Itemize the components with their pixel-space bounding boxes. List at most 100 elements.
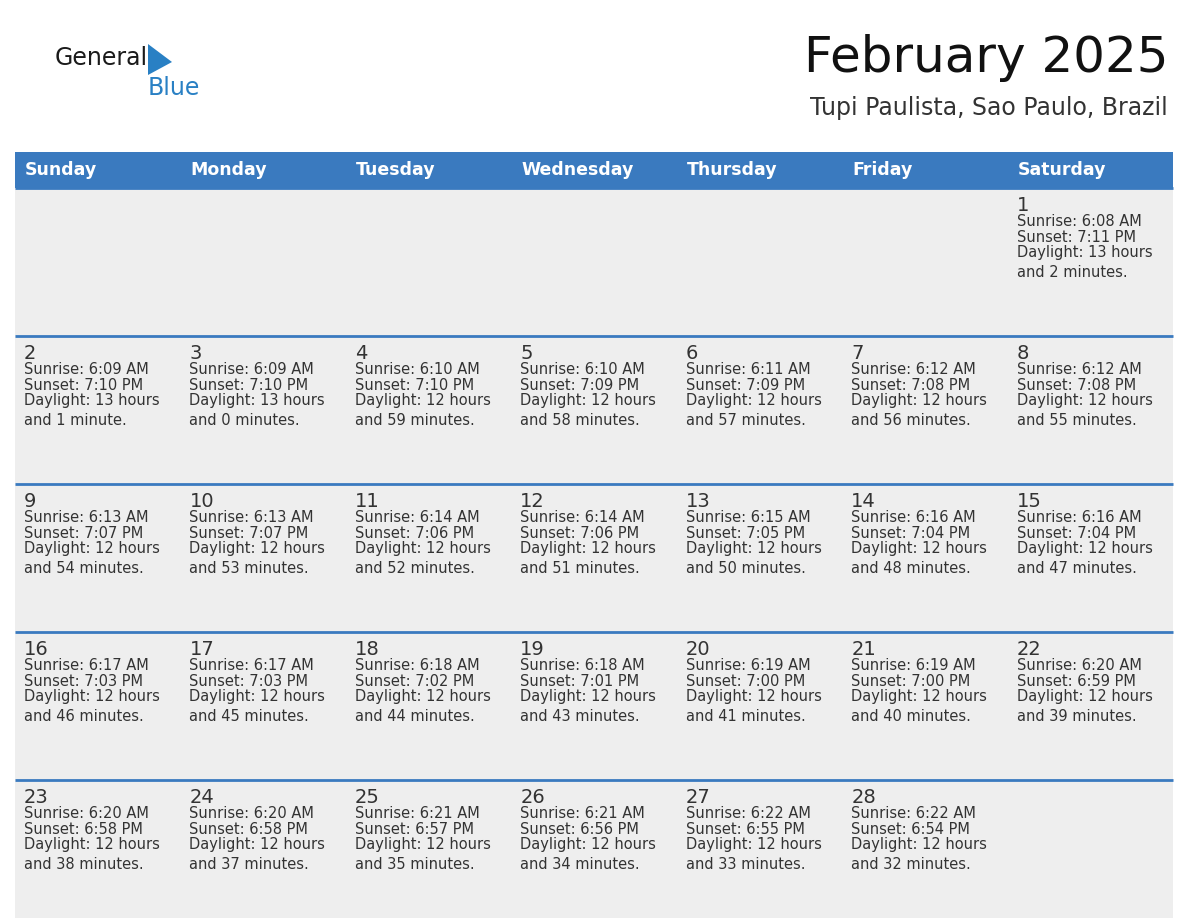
Text: Saturday: Saturday [1018,161,1106,179]
Text: Blue: Blue [148,76,201,100]
Bar [511,632,677,780]
Text: Daylight: 13 hours
and 2 minutes.: Daylight: 13 hours and 2 minutes. [1017,245,1152,280]
Text: Sunset: 7:00 PM: Sunset: 7:00 PM [851,674,971,688]
Text: 12: 12 [520,492,545,511]
Bar [677,188,842,336]
Text: 7: 7 [851,344,864,363]
Text: Sunrise: 6:21 AM: Sunrise: 6:21 AM [520,806,645,821]
Text: Sunrise: 6:13 AM: Sunrise: 6:13 AM [189,510,314,525]
Bar [181,780,346,918]
Text: Sunset: 6:54 PM: Sunset: 6:54 PM [851,822,971,836]
Text: Daylight: 12 hours
and 47 minutes.: Daylight: 12 hours and 47 minutes. [1017,541,1152,576]
Text: Sunset: 7:03 PM: Sunset: 7:03 PM [189,674,309,688]
Text: Sunrise: 6:17 AM: Sunrise: 6:17 AM [24,658,148,673]
Text: Daylight: 12 hours
and 48 minutes.: Daylight: 12 hours and 48 minutes. [851,541,987,576]
Bar [15,780,181,918]
Text: 14: 14 [851,492,876,511]
Bar [677,780,842,918]
Text: 27: 27 [685,788,710,807]
Text: Sunrise: 6:12 AM: Sunrise: 6:12 AM [851,362,975,377]
Text: Sunset: 6:58 PM: Sunset: 6:58 PM [24,822,143,836]
Bar [346,152,511,188]
Text: Daylight: 12 hours
and 39 minutes.: Daylight: 12 hours and 39 minutes. [1017,689,1152,723]
Text: Sunset: 7:07 PM: Sunset: 7:07 PM [189,525,309,541]
Text: Sunset: 7:04 PM: Sunset: 7:04 PM [1017,525,1136,541]
Text: Sunset: 7:09 PM: Sunset: 7:09 PM [520,377,639,393]
Text: Friday: Friday [852,161,912,179]
Bar [346,336,511,484]
Text: Sunrise: 6:16 AM: Sunrise: 6:16 AM [851,510,975,525]
Text: Sunset: 7:03 PM: Sunset: 7:03 PM [24,674,143,688]
Text: 11: 11 [355,492,380,511]
Text: Sunrise: 6:19 AM: Sunrise: 6:19 AM [685,658,810,673]
Text: Sunrise: 6:08 AM: Sunrise: 6:08 AM [1017,214,1142,229]
Text: Sunset: 7:04 PM: Sunset: 7:04 PM [851,525,971,541]
Text: Sunrise: 6:22 AM: Sunrise: 6:22 AM [685,806,810,821]
Bar [842,632,1007,780]
Text: Sunset: 7:10 PM: Sunset: 7:10 PM [24,377,143,393]
Text: Daylight: 12 hours
and 54 minutes.: Daylight: 12 hours and 54 minutes. [24,541,160,576]
Text: Sunrise: 6:22 AM: Sunrise: 6:22 AM [851,806,977,821]
Text: 19: 19 [520,640,545,659]
Text: 16: 16 [24,640,49,659]
Bar [1007,780,1173,918]
Text: 23: 23 [24,788,49,807]
Bar [511,484,677,632]
Bar [842,336,1007,484]
Text: Daylight: 12 hours
and 45 minutes.: Daylight: 12 hours and 45 minutes. [189,689,326,723]
Text: Sunset: 7:00 PM: Sunset: 7:00 PM [685,674,805,688]
Bar [511,152,677,188]
Text: Sunset: 7:08 PM: Sunset: 7:08 PM [1017,377,1136,393]
Text: Thursday: Thursday [687,161,777,179]
Bar [511,336,677,484]
Text: Sunset: 7:11 PM: Sunset: 7:11 PM [1017,230,1136,244]
Bar [181,632,346,780]
Text: Sunset: 6:59 PM: Sunset: 6:59 PM [1017,674,1136,688]
Text: General: General [55,46,148,70]
Text: Sunset: 7:05 PM: Sunset: 7:05 PM [685,525,804,541]
Text: Daylight: 12 hours
and 38 minutes.: Daylight: 12 hours and 38 minutes. [24,837,160,872]
Text: Daylight: 12 hours
and 51 minutes.: Daylight: 12 hours and 51 minutes. [520,541,656,576]
Text: Tuesday: Tuesday [356,161,436,179]
Text: 20: 20 [685,640,710,659]
Text: Daylight: 12 hours
and 52 minutes.: Daylight: 12 hours and 52 minutes. [355,541,491,576]
Text: Daylight: 13 hours
and 0 minutes.: Daylight: 13 hours and 0 minutes. [189,393,326,428]
Bar [1007,188,1173,336]
Text: 22: 22 [1017,640,1042,659]
Bar [15,152,181,188]
Bar [181,336,346,484]
Bar [842,188,1007,336]
Text: Wednesday: Wednesday [522,161,633,179]
Text: 15: 15 [1017,492,1042,511]
Bar [181,188,346,336]
Text: Daylight: 12 hours
and 57 minutes.: Daylight: 12 hours and 57 minutes. [685,393,822,428]
Bar [181,484,346,632]
Text: Sunrise: 6:13 AM: Sunrise: 6:13 AM [24,510,148,525]
Text: Sunrise: 6:09 AM: Sunrise: 6:09 AM [24,362,148,377]
Bar [181,152,346,188]
Text: 9: 9 [24,492,37,511]
Text: Sunset: 7:01 PM: Sunset: 7:01 PM [520,674,639,688]
Text: Sunset: 7:07 PM: Sunset: 7:07 PM [24,525,144,541]
Text: Sunrise: 6:20 AM: Sunrise: 6:20 AM [189,806,315,821]
Text: 13: 13 [685,492,710,511]
Text: Daylight: 12 hours
and 43 minutes.: Daylight: 12 hours and 43 minutes. [520,689,656,723]
Text: Sunrise: 6:11 AM: Sunrise: 6:11 AM [685,362,810,377]
Text: Sunday: Sunday [25,161,97,179]
Bar [842,484,1007,632]
Text: Sunrise: 6:14 AM: Sunrise: 6:14 AM [520,510,645,525]
Text: 5: 5 [520,344,532,363]
Text: Sunset: 6:55 PM: Sunset: 6:55 PM [685,822,804,836]
Bar [1007,336,1173,484]
Text: 26: 26 [520,788,545,807]
Text: Daylight: 12 hours
and 50 minutes.: Daylight: 12 hours and 50 minutes. [685,541,822,576]
Bar [511,780,677,918]
Text: 17: 17 [189,640,214,659]
Text: Sunrise: 6:10 AM: Sunrise: 6:10 AM [355,362,480,377]
Bar [346,780,511,918]
Text: Sunset: 7:10 PM: Sunset: 7:10 PM [189,377,309,393]
Text: 24: 24 [189,788,214,807]
Bar [677,336,842,484]
Bar [15,188,181,336]
Text: Daylight: 12 hours
and 34 minutes.: Daylight: 12 hours and 34 minutes. [520,837,656,872]
